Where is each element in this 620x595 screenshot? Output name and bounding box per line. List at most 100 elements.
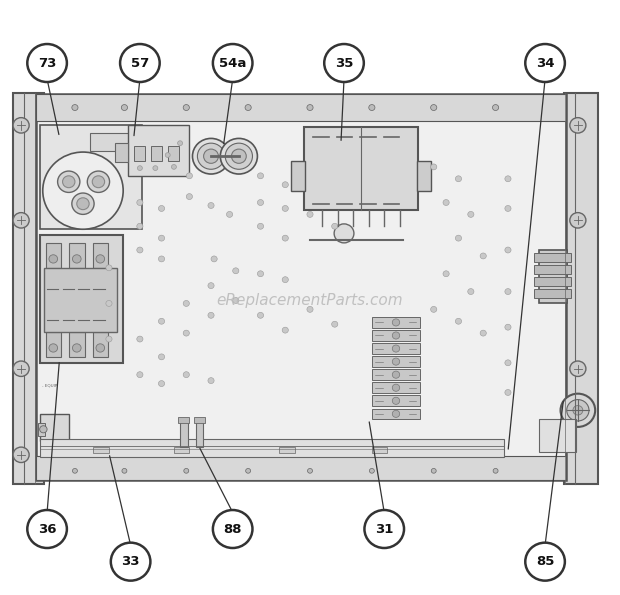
Circle shape [73, 344, 81, 352]
FancyBboxPatch shape [36, 94, 566, 121]
FancyBboxPatch shape [534, 289, 571, 298]
Circle shape [282, 235, 288, 241]
Circle shape [177, 141, 182, 146]
Circle shape [455, 318, 461, 324]
FancyBboxPatch shape [40, 415, 69, 441]
Circle shape [525, 44, 565, 82]
FancyBboxPatch shape [36, 456, 566, 480]
FancyBboxPatch shape [38, 423, 45, 436]
Circle shape [106, 336, 112, 342]
Circle shape [525, 543, 565, 581]
Circle shape [392, 397, 400, 405]
Circle shape [27, 44, 67, 82]
Circle shape [392, 411, 400, 418]
FancyBboxPatch shape [539, 419, 576, 452]
Circle shape [431, 105, 437, 111]
FancyBboxPatch shape [372, 330, 420, 341]
Circle shape [159, 205, 165, 211]
FancyBboxPatch shape [304, 127, 419, 209]
FancyBboxPatch shape [372, 409, 420, 419]
Circle shape [505, 289, 511, 295]
FancyBboxPatch shape [46, 332, 61, 357]
Text: - EQUIP: - EQUIP [42, 384, 57, 387]
FancyBboxPatch shape [279, 447, 294, 453]
Circle shape [308, 468, 312, 473]
Circle shape [183, 330, 189, 336]
FancyBboxPatch shape [193, 418, 205, 424]
Circle shape [282, 181, 288, 187]
Circle shape [73, 255, 81, 263]
Circle shape [13, 118, 29, 133]
Circle shape [120, 44, 160, 82]
Circle shape [159, 354, 165, 360]
Circle shape [111, 543, 151, 581]
Circle shape [213, 44, 252, 82]
FancyBboxPatch shape [94, 447, 109, 453]
FancyBboxPatch shape [372, 396, 420, 406]
FancyBboxPatch shape [195, 422, 203, 447]
Circle shape [505, 360, 511, 366]
FancyBboxPatch shape [134, 146, 145, 161]
Text: 35: 35 [335, 57, 353, 70]
Circle shape [63, 176, 75, 187]
Circle shape [186, 173, 192, 178]
Circle shape [153, 166, 158, 170]
Circle shape [137, 372, 143, 378]
FancyBboxPatch shape [534, 277, 571, 286]
Text: eReplacementParts.com: eReplacementParts.com [216, 293, 404, 308]
Text: 54a: 54a [219, 57, 246, 70]
FancyBboxPatch shape [46, 243, 61, 268]
Circle shape [92, 176, 105, 187]
FancyBboxPatch shape [40, 235, 123, 363]
Circle shape [208, 202, 214, 208]
FancyBboxPatch shape [169, 146, 179, 161]
Circle shape [492, 105, 498, 111]
Text: 31: 31 [375, 522, 394, 536]
Circle shape [443, 199, 449, 205]
Circle shape [443, 271, 449, 277]
Text: 73: 73 [38, 57, 56, 70]
Circle shape [505, 390, 511, 396]
Circle shape [455, 176, 461, 181]
FancyBboxPatch shape [36, 94, 566, 480]
Text: 33: 33 [122, 555, 140, 568]
Circle shape [570, 361, 586, 377]
Circle shape [332, 223, 338, 229]
Circle shape [13, 447, 29, 462]
Circle shape [159, 318, 165, 324]
FancyBboxPatch shape [180, 422, 187, 447]
Circle shape [137, 336, 143, 342]
Circle shape [245, 105, 251, 111]
Circle shape [392, 332, 400, 339]
Circle shape [480, 330, 486, 336]
Circle shape [392, 345, 400, 352]
FancyBboxPatch shape [91, 133, 131, 151]
Circle shape [232, 268, 239, 274]
Circle shape [13, 361, 29, 377]
Text: 88: 88 [223, 522, 242, 536]
FancyBboxPatch shape [372, 369, 420, 380]
Circle shape [213, 510, 252, 548]
Circle shape [505, 247, 511, 253]
FancyBboxPatch shape [115, 143, 128, 162]
Circle shape [183, 300, 189, 306]
FancyBboxPatch shape [291, 161, 305, 190]
FancyBboxPatch shape [69, 332, 85, 357]
Circle shape [192, 139, 229, 174]
Circle shape [392, 371, 400, 378]
Circle shape [307, 306, 313, 312]
Circle shape [392, 319, 400, 326]
FancyBboxPatch shape [13, 93, 44, 484]
Circle shape [184, 468, 188, 473]
Circle shape [332, 321, 338, 327]
Circle shape [505, 324, 511, 330]
Circle shape [324, 44, 364, 82]
Circle shape [122, 105, 128, 111]
Circle shape [73, 468, 78, 473]
Circle shape [186, 193, 192, 199]
Text: 85: 85 [536, 555, 554, 568]
Circle shape [467, 211, 474, 217]
Circle shape [282, 205, 288, 211]
Circle shape [96, 255, 105, 263]
Circle shape [138, 166, 143, 170]
